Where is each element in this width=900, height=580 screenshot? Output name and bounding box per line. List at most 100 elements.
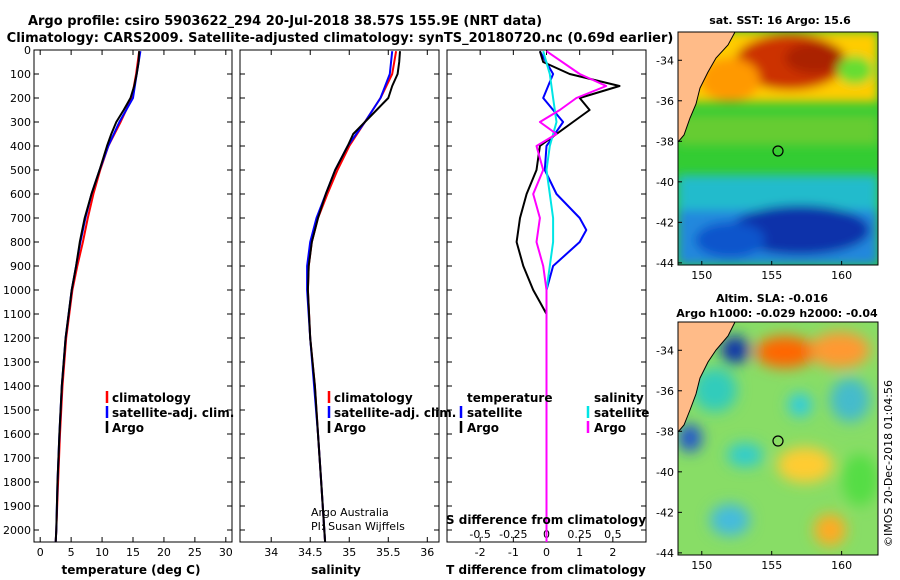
sst-cold-core (730, 205, 870, 255)
depth-tick-label: 900 (10, 260, 31, 273)
sla-map-ticks: -34 -36 -38 -40 -42 -44 150 155 160 (656, 344, 852, 572)
sla-field (678, 332, 878, 546)
lat-tick-label: -40 (656, 466, 674, 479)
depth-tick-label: 700 (10, 212, 31, 225)
depth-tick-label: 1500 (3, 404, 31, 417)
x-tick-label: 10 (95, 546, 109, 559)
legend-label-t-argo: Argo (467, 421, 499, 435)
s-diff-tick-label: -0.25 (499, 528, 527, 541)
x-tick-label: 34 (264, 546, 278, 559)
temperature-xlabel: temperature (deg C) (62, 563, 201, 577)
lon-tick-label: 155 (761, 559, 782, 572)
sla-cool-4 (727, 443, 763, 467)
depth-tick-label: 800 (10, 236, 31, 249)
depth-tick-label: 200 (10, 92, 31, 105)
x-tick-label: 1 (576, 546, 583, 559)
legend-label-s-satellite: satellite (594, 406, 649, 420)
sla-cool-2 (788, 393, 812, 417)
s-diff-tick-label: -0.5 (469, 528, 490, 541)
sst-map-title: sat. SST: 16 Argo: 15.6 (709, 14, 851, 27)
sla-low-2 (678, 424, 702, 452)
lon-tick-label: 160 (831, 269, 852, 282)
legend-label-satellite: satellite-adj. clim. (334, 406, 456, 420)
lat-tick-label: -42 (656, 216, 674, 229)
sla-map: -34 -36 -38 -40 -42 -44 150 155 160 (656, 321, 879, 572)
sla-map-title-line2: Argo h1000: -0.029 h2000: -0.04 (676, 307, 878, 320)
depth-tick-label: 300 (10, 116, 31, 129)
salinity-panel: 34 34.5 35 35.5 36 (240, 49, 439, 559)
sst-cool-eddy (837, 56, 873, 84)
depth-axis: 0 100 200 300 400 500 600 700 800 900 1000 1100 1200… (3, 44, 31, 537)
sla-map-title-line1: Altim. SLA: -0.016 (716, 292, 828, 305)
s-diff-tick-label: 0.5 (604, 528, 622, 541)
sst-land (678, 32, 736, 143)
depth-tick-label: 1100 (3, 308, 31, 321)
depth-tick-label: 1300 (3, 356, 31, 369)
series-line-climatology (54, 51, 141, 543)
legend-label-s-argo: Argo (594, 421, 626, 435)
x-tick-label: 34.5 (298, 546, 323, 559)
lat-tick-label: -42 (656, 506, 674, 519)
depth-tick-label: 1200 (3, 332, 31, 345)
sla-low-1 (721, 336, 749, 364)
x-tick-label: 30 (219, 546, 233, 559)
difference-panel: -2 -1 0 1 2-0.5 -0.25 0 0.25 0.5 (447, 49, 646, 559)
legend-label-satellite: satellite-adj. clim. (112, 406, 234, 420)
x-tick-label: 0 (37, 546, 44, 559)
lat-tick-label: -44 (656, 257, 674, 270)
legend-label-climatology: climatology (112, 391, 191, 405)
figure-title-line2: Climatology: CARS2009. Satellite-adjuste… (7, 31, 674, 46)
lat-tick-label: -36 (656, 95, 674, 108)
depth-tick-label: 1000 (3, 284, 31, 297)
sst-map-ticks: -34 -36 -38 -40 -42 -44 150 155 160 (656, 54, 852, 282)
credit-line1: Argo Australia (311, 506, 389, 519)
lon-tick-label: 160 (831, 559, 852, 572)
depth-tick-label: 500 (10, 164, 31, 177)
lon-tick-label: 150 (691, 559, 712, 572)
salinity-legend: climatology satellite-adj. clim. Argo (327, 391, 456, 435)
lat-tick-label: -38 (656, 425, 674, 438)
lat-tick-label: -44 (656, 547, 674, 560)
temperature-legend: climatology satellite-adj. clim. Argo (105, 391, 234, 435)
sst-warm-patch (700, 58, 760, 102)
series-line-t-argo (515, 50, 621, 542)
credit-line2: PI: Susan Wijffels (311, 520, 405, 533)
legend-label-climatology: climatology (334, 391, 413, 405)
temperature-panel-frame (33, 49, 233, 543)
sla-argo-marker (772, 435, 784, 447)
s-difference-label: S difference from climatology (446, 513, 646, 527)
lat-tick-label: -38 (656, 135, 674, 148)
depth-tick-label: 1900 (3, 500, 31, 513)
x-tick-label: 25 (188, 546, 202, 559)
x-tick-label: -2 (475, 546, 486, 559)
lat-tick-label: -34 (656, 54, 674, 67)
x-tick-label: 2 (609, 546, 616, 559)
depth-tick-label: 2000 (3, 524, 31, 537)
sst-hot-core-2 (785, 42, 845, 74)
x-tick-label: 35 (342, 546, 356, 559)
sla-mid-1 (842, 454, 878, 506)
depth-tick-label: 1400 (3, 380, 31, 393)
sla-high-1 (755, 336, 815, 368)
x-tick-label: 35.5 (376, 546, 401, 559)
sst-cool-band (678, 175, 878, 210)
lon-tick-label: 150 (691, 269, 712, 282)
depth-tick-label: 0 (24, 44, 31, 57)
difference-legend: temperature satellite Argo salinity sate… (459, 391, 649, 435)
sst-map-frame (677, 31, 879, 266)
series-line-s-argo (532, 50, 608, 542)
depth-tick-label: 400 (10, 140, 31, 153)
series-line-satellite-adj-clim- (54, 51, 142, 543)
lat-tick-label: -40 (656, 176, 674, 189)
sst-mid-band (678, 115, 878, 145)
series-line-argo (306, 51, 401, 543)
sla-cool-1 (693, 368, 737, 412)
depth-tick-label: 1600 (3, 428, 31, 441)
legend-label-argo: Argo (112, 421, 144, 435)
depth-tick-label: 600 (10, 188, 31, 201)
s-diff-tick-label: 0.25 (567, 528, 592, 541)
lon-tick-label: 155 (761, 269, 782, 282)
salinity-panel-frame (239, 49, 440, 543)
sla-warm-2 (814, 514, 846, 546)
